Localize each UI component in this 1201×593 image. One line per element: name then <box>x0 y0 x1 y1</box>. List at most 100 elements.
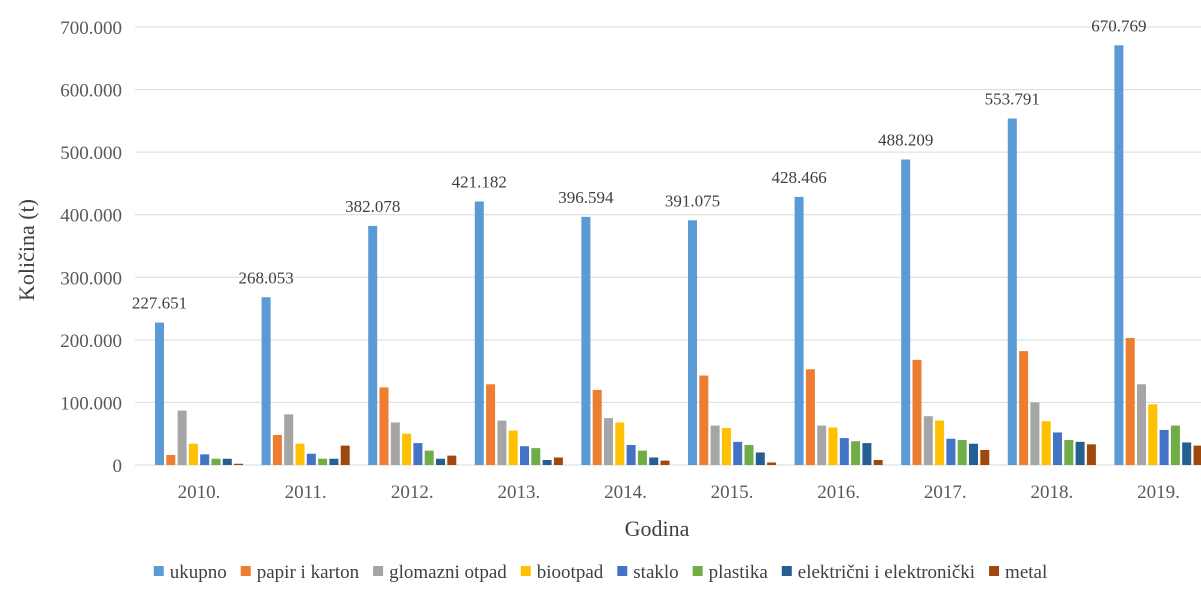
bar-električni-i-elektronički <box>1182 442 1192 465</box>
bar-ukupno <box>474 201 484 466</box>
bar-glomazni-otpad <box>284 414 294 465</box>
legend-swatch <box>692 566 703 576</box>
bar-staklo <box>413 443 423 465</box>
x-tick-label: 2014. <box>604 482 647 503</box>
bar-papir-i-karton <box>379 387 389 465</box>
gridlines <box>135 26 1201 466</box>
data-label: 227.651 <box>132 294 187 313</box>
x-axis-ticks: 2010. 2011. 2012. 2013. 2014. 2015. 2016. 2017.… <box>178 482 1180 503</box>
bar-biootpad <box>615 422 625 465</box>
bars <box>155 45 1201 466</box>
bar-biootpad <box>402 433 412 465</box>
bar-ukupno <box>368 225 378 465</box>
bar-glomazni-otpad <box>497 420 507 465</box>
bar-staklo <box>1159 429 1169 465</box>
bar-papir-i-karton <box>1019 351 1029 465</box>
bar-plastika <box>637 450 647 465</box>
bar-biootpad <box>721 428 731 465</box>
bar-električni-i-elektronički <box>436 458 445 465</box>
bar-glomazni-otpad <box>817 425 827 465</box>
legend-swatch <box>617 566 628 576</box>
bar-ukupno <box>261 297 271 465</box>
y-axis-title: Količina (t) <box>14 199 39 301</box>
bar-plastika <box>424 450 434 465</box>
bar-biootpad <box>935 420 945 465</box>
bar-staklo <box>839 438 849 465</box>
bar-staklo <box>306 453 316 465</box>
bar-električni-i-elektronički <box>755 452 765 465</box>
bar-metal <box>660 460 670 465</box>
x-tick-label: 2018. <box>1030 482 1073 503</box>
bar-ukupno <box>1007 118 1017 466</box>
bar-ukupno <box>1114 45 1124 465</box>
bar-metal <box>1086 444 1096 465</box>
bar-papir-i-karton <box>486 384 496 465</box>
bar-plastika <box>531 448 541 465</box>
legend-label: staklo <box>633 562 678 583</box>
bar-električni-i-elektronički <box>969 443 978 465</box>
bar-glomazni-otpad <box>923 416 933 465</box>
bar-glomazni-otpad <box>1137 384 1146 465</box>
bar-metal <box>553 457 563 465</box>
bar-biootpad <box>508 430 518 465</box>
bar-električni-i-elektronički <box>1075 441 1085 465</box>
bar-električni-i-elektronički <box>329 458 339 465</box>
bar-plastika <box>1064 439 1074 465</box>
bar-plastika <box>851 441 861 465</box>
bar-električni-i-elektronički <box>862 443 872 465</box>
legend-swatch <box>989 566 1000 576</box>
x-axis-title: Godina <box>625 516 690 541</box>
data-label: 421.182 <box>452 172 507 191</box>
legend-label: papir i karton <box>257 562 360 583</box>
x-tick-label: 2016. <box>817 482 860 503</box>
bar-metal <box>234 463 244 465</box>
bar-staklo <box>520 446 529 465</box>
legend-swatch <box>240 566 251 576</box>
legend-swatch <box>153 566 164 576</box>
bar-električni-i-elektronički <box>542 459 552 465</box>
x-tick-label: 2017. <box>924 482 967 503</box>
bar-glomazni-otpad <box>604 418 613 465</box>
data-labels: 227.651 268.053 382.078 421.182 396.594 391.0… <box>132 16 1147 312</box>
bar-staklo <box>1053 432 1062 465</box>
y-axis-ticks: 0 100.000 200.000 300.000 400.000 500.000 600.… <box>60 18 122 477</box>
bar-plastika <box>744 444 754 465</box>
bar-glomazni-otpad <box>177 410 187 465</box>
bar-metal <box>1193 445 1201 465</box>
y-tick-label: 200.000 <box>60 331 122 352</box>
y-tick-label: 100.000 <box>60 393 122 414</box>
bar-staklo <box>200 454 210 465</box>
bar-glomazni-otpad <box>1030 402 1040 465</box>
legend-label: ukupno <box>170 562 227 583</box>
legend-label: metal <box>1005 562 1047 583</box>
y-tick-label: 600.000 <box>60 81 122 102</box>
legend-swatch <box>373 566 384 576</box>
legend-swatch <box>781 566 792 576</box>
bar-biootpad <box>1148 404 1158 465</box>
y-tick-label: 400.000 <box>60 206 122 227</box>
bar-papir-i-karton <box>166 454 176 465</box>
legend-label: biootpad <box>537 562 604 583</box>
bar-papir-i-karton <box>912 359 922 465</box>
bar-staklo <box>946 438 956 465</box>
bar-papir-i-karton <box>805 369 815 465</box>
bar-papir-i-karton <box>699 375 709 465</box>
bar-električni-i-elektronički <box>649 457 659 465</box>
x-tick-label: 2019. <box>1137 482 1180 503</box>
legend-label: plastika <box>709 562 769 583</box>
x-tick-label: 2011. <box>285 482 327 503</box>
x-tick-label: 2010. <box>178 482 221 503</box>
bar-ukupno <box>581 216 591 465</box>
bar-papir-i-karton <box>272 434 282 465</box>
data-label: 382.078 <box>345 197 400 216</box>
x-tick-label: 2012. <box>391 482 434 503</box>
data-label: 670.769 <box>1091 16 1146 35</box>
bar-plastika <box>1170 425 1180 465</box>
data-label: 488.209 <box>878 131 933 150</box>
bar-ukupno <box>794 196 804 465</box>
bar-papir-i-karton <box>592 389 602 465</box>
bar-električni-i-elektronički <box>222 458 232 465</box>
bar-glomazni-otpad <box>390 422 400 465</box>
legend-swatch <box>520 566 531 576</box>
